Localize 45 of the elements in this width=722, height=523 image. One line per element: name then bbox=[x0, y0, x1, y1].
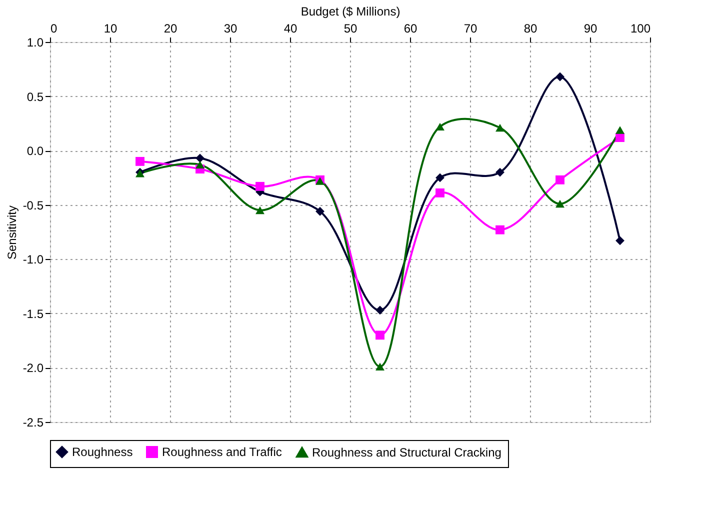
point bbox=[136, 156, 144, 166]
y-tick-label: -2.0 bbox=[22, 361, 44, 376]
y-tick-label: 0.5 bbox=[26, 90, 44, 104]
point bbox=[256, 206, 264, 214]
y-tick-label: 1.0 bbox=[26, 36, 44, 50]
y-axis-title: Sensitivity bbox=[4, 205, 19, 260]
x-tick-label: 20 bbox=[164, 22, 178, 36]
legend-label: Roughness and Structural Cracking bbox=[312, 445, 502, 460]
x-tick-label: 70 bbox=[464, 22, 478, 36]
point bbox=[436, 173, 444, 182]
x-tick-label: 80 bbox=[524, 22, 538, 36]
point bbox=[376, 306, 384, 315]
x-tick-label: 40 bbox=[284, 22, 298, 36]
y-tick-label: -1.0 bbox=[22, 252, 44, 267]
x-tick-label: 100 bbox=[630, 22, 651, 36]
x-tick-label: 30 bbox=[224, 22, 238, 36]
y-tick-label: -0.5 bbox=[22, 198, 44, 212]
x-tick-label: 0 bbox=[50, 22, 58, 36]
point bbox=[196, 160, 204, 169]
x-tick-label: 60 bbox=[404, 22, 418, 36]
point bbox=[496, 124, 504, 132]
legend-label: Roughness and Traffic bbox=[162, 445, 282, 459]
point bbox=[316, 206, 324, 216]
point bbox=[616, 133, 624, 142]
x-tick-label: 10 bbox=[104, 22, 118, 36]
point bbox=[556, 72, 564, 82]
y-tick-label: -1.5 bbox=[22, 306, 44, 321]
point bbox=[496, 225, 504, 234]
point bbox=[436, 188, 444, 198]
x-axis-title: Budget ($ Millions) bbox=[300, 4, 400, 18]
point bbox=[436, 122, 444, 131]
point bbox=[556, 200, 564, 208]
point bbox=[256, 182, 264, 191]
point bbox=[376, 330, 384, 340]
legend-label: Roughness bbox=[72, 445, 133, 459]
y-tick-label: -2.5 bbox=[22, 416, 44, 430]
point bbox=[556, 175, 564, 184]
x-tick-label: 50 bbox=[344, 22, 358, 36]
point bbox=[616, 236, 624, 246]
x-tick-label: 90 bbox=[584, 22, 598, 36]
point bbox=[196, 154, 204, 163]
point bbox=[376, 362, 384, 370]
y-tick-label: 0.0 bbox=[26, 144, 44, 158]
point bbox=[496, 168, 504, 177]
point bbox=[616, 126, 624, 134]
